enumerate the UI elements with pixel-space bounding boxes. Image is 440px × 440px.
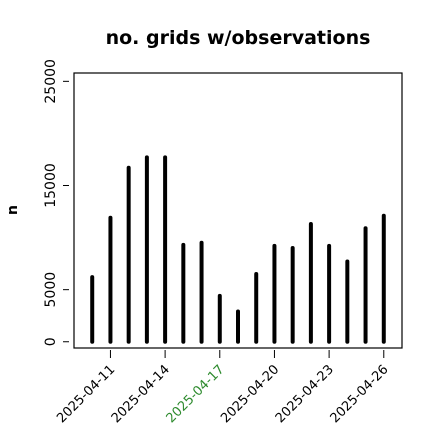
y-tick-label: 5000: [43, 272, 59, 308]
y-tick-label: 15000: [43, 163, 59, 208]
x-axis: 2025-04-112025-04-142025-04-172025-04-20…: [54, 350, 392, 426]
y-tick-label: 0: [43, 337, 59, 346]
y-tick-label: 25000: [43, 59, 59, 104]
plot-frame: [73, 72, 403, 349]
chart-title: no. grids w/observations: [106, 27, 371, 49]
y-axis-label: n: [5, 205, 21, 215]
y-axis: 0 5000 15000 25000: [43, 59, 69, 346]
x-tick-label: 2025-04-26: [328, 362, 392, 426]
bars: [90, 155, 386, 344]
